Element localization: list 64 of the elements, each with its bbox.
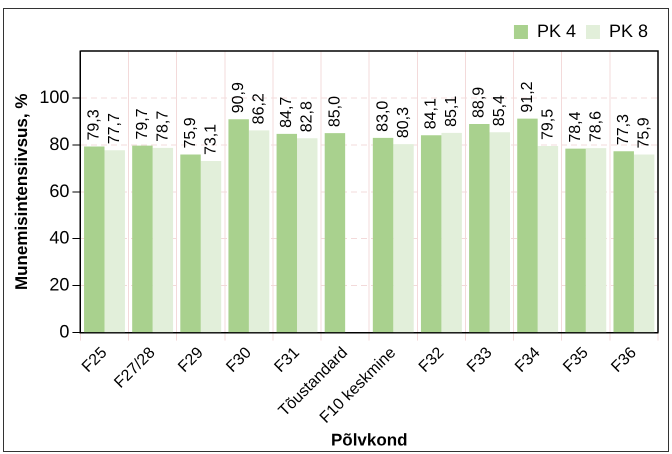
data-label: 86,2 bbox=[250, 93, 268, 124]
y-tick-label: 60 bbox=[49, 180, 70, 201]
data-label: 78,6 bbox=[587, 110, 604, 142]
x-tick-label: F25 bbox=[78, 344, 111, 376]
bar bbox=[84, 146, 104, 332]
bar bbox=[420, 135, 442, 332]
data-label: 85,4 bbox=[491, 94, 508, 126]
y-tick-label: 80 bbox=[49, 134, 70, 154]
bar bbox=[441, 132, 462, 332]
data-label: 77,7 bbox=[106, 113, 124, 144]
bar bbox=[104, 150, 125, 332]
x-tick-label: F32 bbox=[416, 344, 448, 376]
x-tick-label: F29 bbox=[175, 344, 207, 376]
legend-label: PK 4 bbox=[536, 20, 576, 41]
bar bbox=[276, 134, 298, 332]
bar bbox=[565, 148, 586, 332]
bar bbox=[469, 124, 490, 332]
bar bbox=[228, 119, 249, 332]
x-tick-label: F34 bbox=[512, 344, 544, 376]
data-label: 84,1 bbox=[422, 98, 440, 130]
y-tick-label: 40 bbox=[49, 228, 70, 248]
data-label: 83,0 bbox=[374, 100, 392, 132]
bar bbox=[372, 138, 394, 332]
data-label: 75,9 bbox=[182, 117, 199, 148]
data-label: 78,7 bbox=[154, 110, 172, 142]
bar bbox=[152, 148, 174, 332]
bar bbox=[538, 146, 558, 332]
bar bbox=[297, 138, 318, 332]
bar bbox=[324, 133, 346, 332]
data-label: 82,8 bbox=[298, 101, 316, 132]
data-label: 79,3 bbox=[86, 109, 103, 141]
data-label: 88,9 bbox=[470, 86, 488, 118]
data-label: 75,9 bbox=[636, 117, 653, 148]
data-label: 91,2 bbox=[518, 81, 536, 113]
bar bbox=[200, 161, 222, 332]
data-label: 73,1 bbox=[202, 124, 220, 156]
data-label: 77,3 bbox=[615, 114, 632, 146]
data-label: 80,3 bbox=[394, 106, 412, 138]
bar bbox=[490, 132, 510, 332]
x-tick-label: F30 bbox=[223, 344, 255, 376]
x-axis-title: Põlvkond bbox=[330, 430, 408, 450]
bar bbox=[248, 130, 270, 332]
y-axis-title: Munemisintensiivsus, % bbox=[12, 94, 31, 290]
bar bbox=[393, 144, 414, 332]
bar bbox=[132, 146, 153, 332]
data-label: 90,9 bbox=[230, 82, 248, 114]
legend-label: PK 8 bbox=[608, 20, 648, 41]
y-tick-label: 0 bbox=[59, 322, 70, 342]
x-tick-label: F35 bbox=[560, 344, 592, 376]
data-label: 79,5 bbox=[539, 108, 556, 140]
y-tick-label: 100 bbox=[39, 86, 70, 107]
bar bbox=[634, 154, 654, 332]
data-label: 79,7 bbox=[134, 108, 151, 140]
data-label: 84,7 bbox=[278, 96, 296, 128]
data-label: 85,0 bbox=[326, 96, 344, 128]
bar bbox=[613, 151, 634, 332]
x-tick-label: F33 bbox=[464, 344, 496, 376]
data-label: 78,4 bbox=[566, 111, 584, 143]
bar bbox=[586, 148, 606, 332]
y-tick-label: 20 bbox=[49, 274, 70, 295]
data-label: 85,1 bbox=[443, 96, 460, 127]
x-tick-label: F36 bbox=[608, 344, 640, 376]
bar bbox=[180, 154, 201, 332]
bar bbox=[517, 118, 538, 332]
